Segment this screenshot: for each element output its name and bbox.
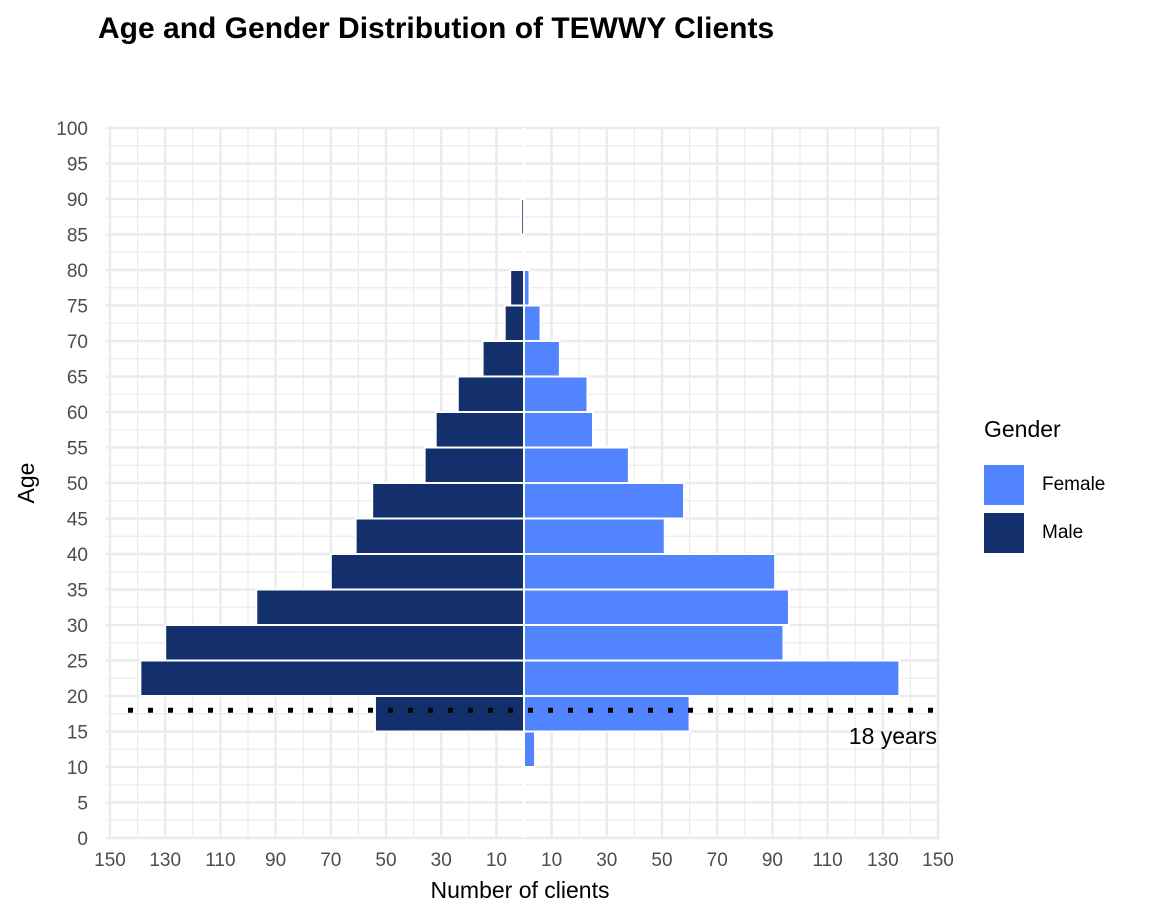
bars <box>139 198 901 768</box>
y-tick-label: 75 <box>67 297 88 318</box>
bar-female-35-40 <box>523 553 777 591</box>
y-tick-label: 15 <box>67 723 88 744</box>
y-tick-label: 85 <box>67 226 88 247</box>
legend-item-male: Male <box>984 509 1105 557</box>
y-tick-label: 50 <box>67 474 88 495</box>
x-tick-label: 130 <box>867 850 899 871</box>
bar-male-15-20 <box>373 695 525 733</box>
y-tick-label: 65 <box>67 368 88 389</box>
reference-line-label: 18 years <box>849 723 937 749</box>
chart-title: Age and Gender Distribution of TEWWY Cli… <box>98 12 775 45</box>
x-tick-label: 110 <box>812 850 842 871</box>
bar-female-65-70 <box>523 340 561 378</box>
y-tick-label: 80 <box>67 261 88 282</box>
legend-key-male <box>984 513 1024 553</box>
y-tick-label: 90 <box>67 190 88 211</box>
legend-label-male: Male <box>1042 522 1084 543</box>
bar-male-50-55 <box>423 446 526 484</box>
bar-female-45-50 <box>523 482 686 520</box>
bar-female-20-25 <box>523 659 901 697</box>
bar-male-75-80 <box>509 269 526 307</box>
x-tick-label: 70 <box>320 850 341 871</box>
y-tick-label: 45 <box>67 510 88 531</box>
y-tick-label: 0 <box>77 829 88 850</box>
bar-male-85-90 <box>520 198 525 236</box>
legend-key-female <box>984 465 1024 505</box>
y-tick-label: 95 <box>67 155 88 176</box>
y-tick-label: 30 <box>67 616 88 637</box>
bar-male-25-30 <box>164 624 525 662</box>
y-tick-label: 60 <box>67 403 88 424</box>
legend-item-female: Female <box>984 461 1105 509</box>
legend-label-female: Female <box>1042 474 1106 495</box>
bar-male-20-25 <box>139 659 526 697</box>
bar-female-70-75 <box>523 304 542 342</box>
bar-female-60-65 <box>523 375 589 413</box>
bar-male-45-50 <box>371 482 526 520</box>
bar-male-65-70 <box>481 340 526 378</box>
y-tick-label: 25 <box>67 652 88 673</box>
y-tick-labels: 0 5 10 15 20 25 30 35 40 45 50 55 60 65 70 75 80 85 90 95 10… <box>56 119 88 850</box>
bar-female-10-15 <box>523 730 537 768</box>
y-tick-label: 5 <box>77 794 88 815</box>
x-tick-label: 30 <box>596 850 617 871</box>
bar-female-40-45 <box>523 517 666 555</box>
x-tick-label: 130 <box>149 850 181 871</box>
y-tick-label: 35 <box>67 581 88 602</box>
x-axis-title: Number of clients <box>431 877 610 903</box>
bar-male-60-65 <box>456 375 526 413</box>
y-tick-label: 100 <box>56 119 88 140</box>
x-tick-label: 10 <box>541 850 562 871</box>
y-tick-label: 10 <box>67 758 88 779</box>
reference-line-group: 18 years <box>128 707 940 749</box>
x-tick-label: 50 <box>375 850 396 871</box>
x-tick-label: 150 <box>94 850 126 871</box>
x-tick-label: 30 <box>431 850 452 871</box>
x-tick-label: 70 <box>707 850 728 871</box>
x-tick-label: 90 <box>762 850 783 871</box>
x-tick-labels: 150 130 110 90 70 50 30 10 10 30 50 70 90 110 130 150 <box>94 850 954 871</box>
bar-female-55-60 <box>523 411 594 449</box>
bar-male-35-40 <box>329 553 525 591</box>
legend: Gender Female Male <box>984 416 1105 557</box>
y-tick-label: 40 <box>67 545 88 566</box>
x-tick-label: 110 <box>205 850 235 871</box>
x-tick-label: 90 <box>265 850 286 871</box>
y-axis-title: Age <box>13 463 39 504</box>
x-tick-label: 50 <box>651 850 672 871</box>
bar-male-30-35 <box>255 588 525 626</box>
y-tick-label: 55 <box>67 439 88 460</box>
bar-female-15-20 <box>523 695 691 733</box>
legend-title: Gender <box>984 416 1061 442</box>
x-tick-label: 10 <box>486 850 507 871</box>
y-tick-label: 70 <box>67 332 88 353</box>
bar-male-55-60 <box>434 411 525 449</box>
bar-female-50-55 <box>523 446 630 484</box>
bar-female-25-30 <box>523 624 785 662</box>
y-tick-label: 20 <box>67 687 88 708</box>
bar-male-70-75 <box>503 304 525 342</box>
bar-male-40-45 <box>354 517 526 555</box>
bar-female-30-35 <box>523 588 790 626</box>
x-tick-label: 150 <box>922 850 954 871</box>
